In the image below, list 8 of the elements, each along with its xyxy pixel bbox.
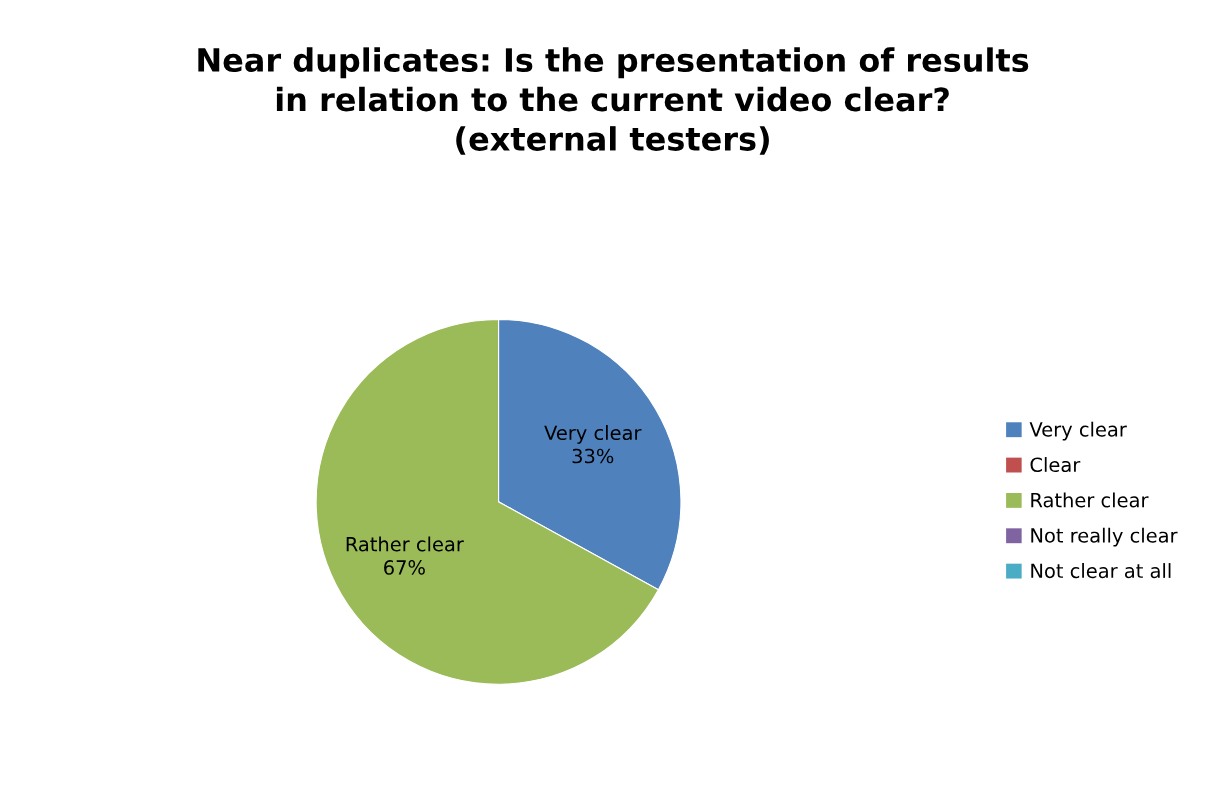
data-label: Rather clear 67%: [346, 536, 464, 575]
legend-label: Very clear: [1029, 421, 1127, 441]
legend-label: Not clear at all: [1031, 563, 1171, 579]
legend-label: Rather clear: [1031, 492, 1149, 508]
chart-title: Near duplicates: Is the presentation of results in relation to the current video clear? (external testers): [198, 47, 1029, 155]
legend-label: Not really clear: [1031, 527, 1178, 547]
legend-label: Clear: [1030, 457, 1081, 473]
data-label: Very clear 33%: [544, 425, 642, 464]
